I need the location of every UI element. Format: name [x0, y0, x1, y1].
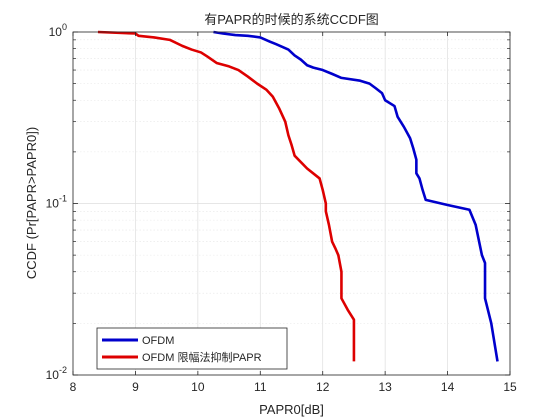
x-tick-label: 12 — [316, 380, 330, 394]
tick-marks — [72, 31, 511, 376]
x-tick-label: 13 — [378, 380, 392, 394]
chart-title: 有PAPR的时候的系统CCDF图 — [204, 12, 379, 27]
x-tick-labels: 8 9 10 11 12 13 14 15 — [70, 380, 517, 394]
y-axis-label: CCDF (Pr[PAPR>PAPR0]) — [24, 127, 39, 279]
y-tick-labels: 100 10-1 10-2 — [46, 22, 67, 382]
y-tick-label: 10-1 — [46, 194, 67, 211]
series-line-0 — [213, 30, 499, 362]
x-tick-label: 8 — [70, 380, 77, 394]
legend-box — [96, 327, 288, 370]
y-tick-label: 10-2 — [46, 365, 67, 382]
x-tick-label: 11 — [254, 380, 267, 394]
x-tick-label: 15 — [503, 380, 517, 394]
series-group — [97, 30, 499, 362]
x-tick-label: 9 — [132, 380, 139, 394]
series-line-1 — [97, 30, 356, 362]
legend: OFDM OFDM 限幅法抑制PAPR — [96, 327, 288, 370]
legend-label-clipping: OFDM 限幅法抑制PAPR — [142, 350, 262, 364]
x-axis-label: PAPR0[dB] — [259, 402, 324, 417]
legend-label-ofdm: OFDM — [142, 335, 174, 347]
y-tick-label: 100 — [49, 22, 67, 39]
x-tick-label: 14 — [441, 380, 455, 394]
x-tick-label: 10 — [191, 380, 205, 394]
